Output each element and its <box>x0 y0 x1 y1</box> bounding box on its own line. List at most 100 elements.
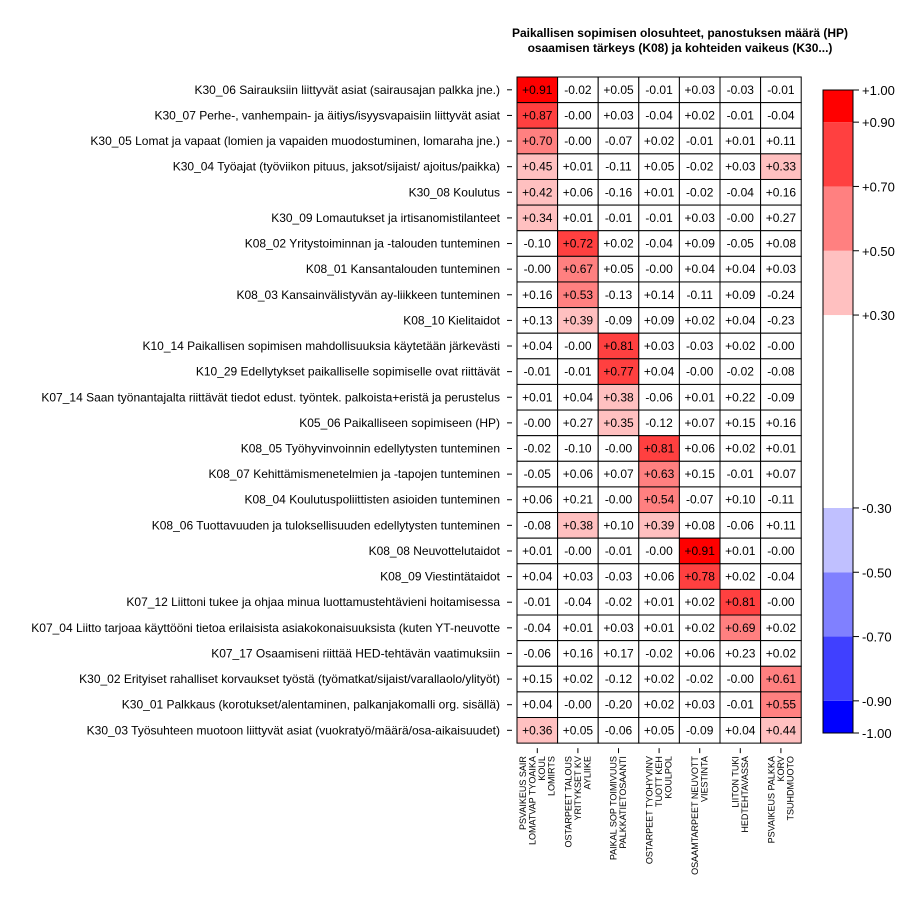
cell-value-label: +0.07 <box>603 467 634 481</box>
cell-value-label: -0.11 <box>768 493 795 507</box>
legend-swatch <box>823 507 853 573</box>
heatmap-cell <box>678 409 721 437</box>
cell-value-label: -0.20 <box>605 698 633 712</box>
legend-tick-label: -0.90 <box>862 694 892 709</box>
heatmap-cell <box>557 588 599 616</box>
heatmap-cell <box>760 640 802 667</box>
heatmap-cell <box>516 102 559 129</box>
cell-value-label: +0.01 <box>644 595 675 609</box>
heatmap-cell <box>638 486 680 514</box>
heatmap-cell <box>760 691 802 719</box>
heatmap-cell <box>557 230 599 257</box>
cell-value-label: -0.11 <box>686 288 713 302</box>
heatmap-cell <box>638 512 680 539</box>
cell-value-label: +0.07 <box>685 416 716 430</box>
heatmap-cell <box>760 230 802 257</box>
cell-value-label: +0.01 <box>644 621 675 635</box>
row-label: K30_01 Palkkaus (korotukset/alentaminen,… <box>122 698 500 712</box>
cell-value-label: -0.12 <box>645 416 673 430</box>
heatmap-cell <box>597 230 640 257</box>
cell-value-label: +0.03 <box>603 108 634 122</box>
legend-swatch <box>823 700 853 733</box>
cell-value-label: +0.16 <box>766 185 797 199</box>
cell-value-label: +0.03 <box>766 262 797 276</box>
cell-value-label: +0.61 <box>766 672 797 686</box>
cell-value-label: -0.00 <box>564 134 592 148</box>
cell-value-label: +0.87 <box>522 108 553 122</box>
heatmap-cell <box>557 76 599 104</box>
cell-value-label: +0.01 <box>725 544 756 558</box>
legend-swatch <box>823 315 853 508</box>
heatmap-cell <box>719 435 762 462</box>
heatmap-cell <box>557 409 599 437</box>
cell-value-label: +0.09 <box>725 288 756 302</box>
cell-value-label: +0.08 <box>685 518 716 532</box>
heatmap-cell <box>638 204 680 232</box>
heatmap-cell <box>516 255 559 283</box>
heatmap-cell <box>557 358 599 385</box>
cell-value-label: +0.81 <box>603 339 634 353</box>
cell-value-label: +0.16 <box>522 288 553 302</box>
cell-value-label: +0.10 <box>725 493 756 507</box>
row-label: K07_04 Liitto tarjoaa käyttööni tietoa e… <box>31 621 500 635</box>
heatmap-cell <box>719 255 762 283</box>
cell-value-label: -0.02 <box>727 365 755 379</box>
chart-title-line-2: osaamisen tärkeys (K08) ja kohteiden vai… <box>528 41 833 55</box>
column-label: LIITON TUKI <box>731 756 741 808</box>
cell-value-label: -0.09 <box>605 313 633 327</box>
column-label: OSTARPEET TALOUS <box>563 756 573 847</box>
heatmap-cell <box>678 307 721 334</box>
cell-value-label: -0.24 <box>767 288 795 302</box>
heatmap-cell <box>516 512 559 539</box>
cell-value-label: -0.07 <box>605 134 633 148</box>
cell-value-label: -0.03 <box>727 83 755 97</box>
column-label: TSUHDMUOTO <box>785 756 795 820</box>
cell-value-label: -0.04 <box>727 185 755 199</box>
cell-value-label: +0.27 <box>563 416 594 430</box>
row-label: K08_06 Tuottavuuden ja tuloksellisuuden … <box>152 518 500 532</box>
heatmap-cell <box>760 383 802 411</box>
cell-value-label: -0.02 <box>524 441 552 455</box>
cell-value-label: +0.34 <box>522 211 553 225</box>
cell-value-label: +0.03 <box>725 160 756 174</box>
legend-tick-label: +1.00 <box>862 83 895 98</box>
heatmap-cell <box>516 435 559 462</box>
row-label: K30_02 Erityiset rahalliset korvaukset t… <box>79 672 500 686</box>
heatmap-cell <box>516 409 559 437</box>
row-label: K30_09 Lomautukset ja irtisanomistilante… <box>271 211 500 225</box>
row-label: K08_03 Kansainvälistyvän ay-liikkeen tun… <box>237 288 501 302</box>
legend-tick-label: -0.50 <box>862 565 892 580</box>
cell-value-label: +0.17 <box>603 646 634 660</box>
heatmap-cell <box>557 486 599 514</box>
row-label: K08_01 Kansantalouden tunteminen <box>306 262 500 276</box>
heatmap-cell <box>516 383 559 411</box>
heatmap-cell <box>760 512 802 539</box>
cell-value-label: +0.15 <box>685 467 716 481</box>
cell-value-label: +0.04 <box>644 365 675 379</box>
heatmap-cell <box>760 204 802 232</box>
heatmap-cell <box>597 512 640 539</box>
cell-value-label: +0.81 <box>644 441 675 455</box>
cell-value-label: +0.04 <box>725 262 756 276</box>
row-label: K08_10 Kielitaidot <box>403 313 500 327</box>
row-label: K10_14 Paikallisen sopimisen mahdollisuu… <box>142 339 500 353</box>
cell-value-label: -0.00 <box>727 211 755 225</box>
cell-value-label: +0.02 <box>766 646 797 660</box>
heatmap-cell <box>557 640 599 667</box>
cell-value-label: -0.10 <box>564 441 592 455</box>
heatmap-cell <box>719 76 762 104</box>
column-label: PALKKATIETOSAANTI <box>618 756 628 849</box>
heatmap-cell <box>638 153 680 180</box>
heatmap-cell <box>678 383 721 411</box>
chart-title-line-1: Paikallisen sopimisen olosuhteet, panost… <box>512 26 848 40</box>
cell-value-label: -0.01 <box>727 467 755 481</box>
cell-value-label: +0.01 <box>685 390 716 404</box>
cell-value-label: -0.01 <box>524 365 552 379</box>
cell-value-label: +0.04 <box>685 262 716 276</box>
cell-value-label: +0.05 <box>563 723 594 737</box>
cell-value-label: +0.01 <box>563 160 594 174</box>
heatmap-cell <box>516 588 559 616</box>
heatmap-cell <box>719 512 762 539</box>
row-label: K07_14 Saan työnantajalta riittävät tied… <box>41 390 500 404</box>
cell-value-label: +0.13 <box>522 313 553 327</box>
